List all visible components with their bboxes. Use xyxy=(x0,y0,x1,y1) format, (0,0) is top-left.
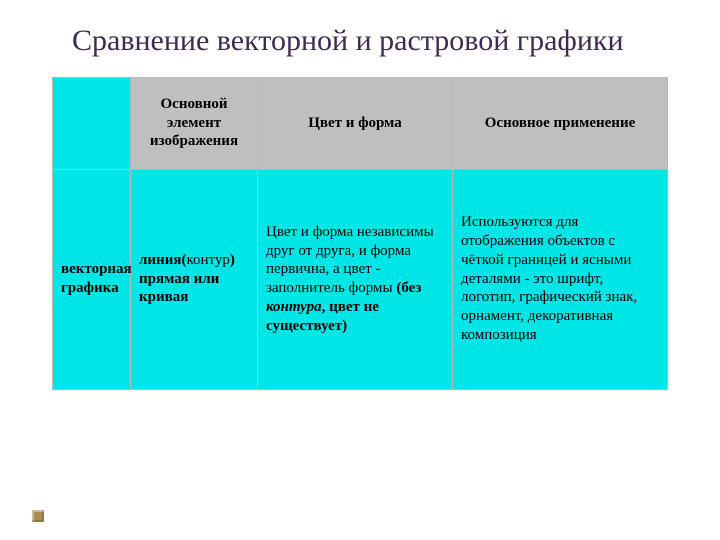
header-cell-rowlabel xyxy=(53,77,131,169)
comparison-table: Основной элемент изображения Цвет и форм… xyxy=(52,77,668,390)
corner-bullet-icon xyxy=(32,510,44,522)
table-header-row: Основной элемент изображения Цвет и форм… xyxy=(53,77,668,169)
cell-element: линия(контур) прямая или кривая xyxy=(131,169,258,389)
header-cell-application: Основное применение xyxy=(453,77,668,169)
cell-color-shape: Цвет и форма независимы друг от друга, и… xyxy=(258,169,453,389)
slide-title: Сравнение векторной и растровой графики xyxy=(72,24,660,59)
table-row: векторная графика линия(контур) прямая и… xyxy=(53,169,668,389)
text-segment: линия( xyxy=(139,252,186,268)
text-segment: контур xyxy=(186,252,229,268)
text-segment: (без xyxy=(396,280,421,296)
cell-row-label: векторная графика xyxy=(53,169,131,389)
header-cell-color-shape: Цвет и форма xyxy=(258,77,453,169)
slide: Сравнение векторной и растровой графики … xyxy=(0,0,720,540)
text-segment: контура xyxy=(266,299,322,315)
header-cell-element: Основной элемент изображения xyxy=(131,77,258,169)
cell-application: Используются для отображения объектов с … xyxy=(453,169,668,389)
